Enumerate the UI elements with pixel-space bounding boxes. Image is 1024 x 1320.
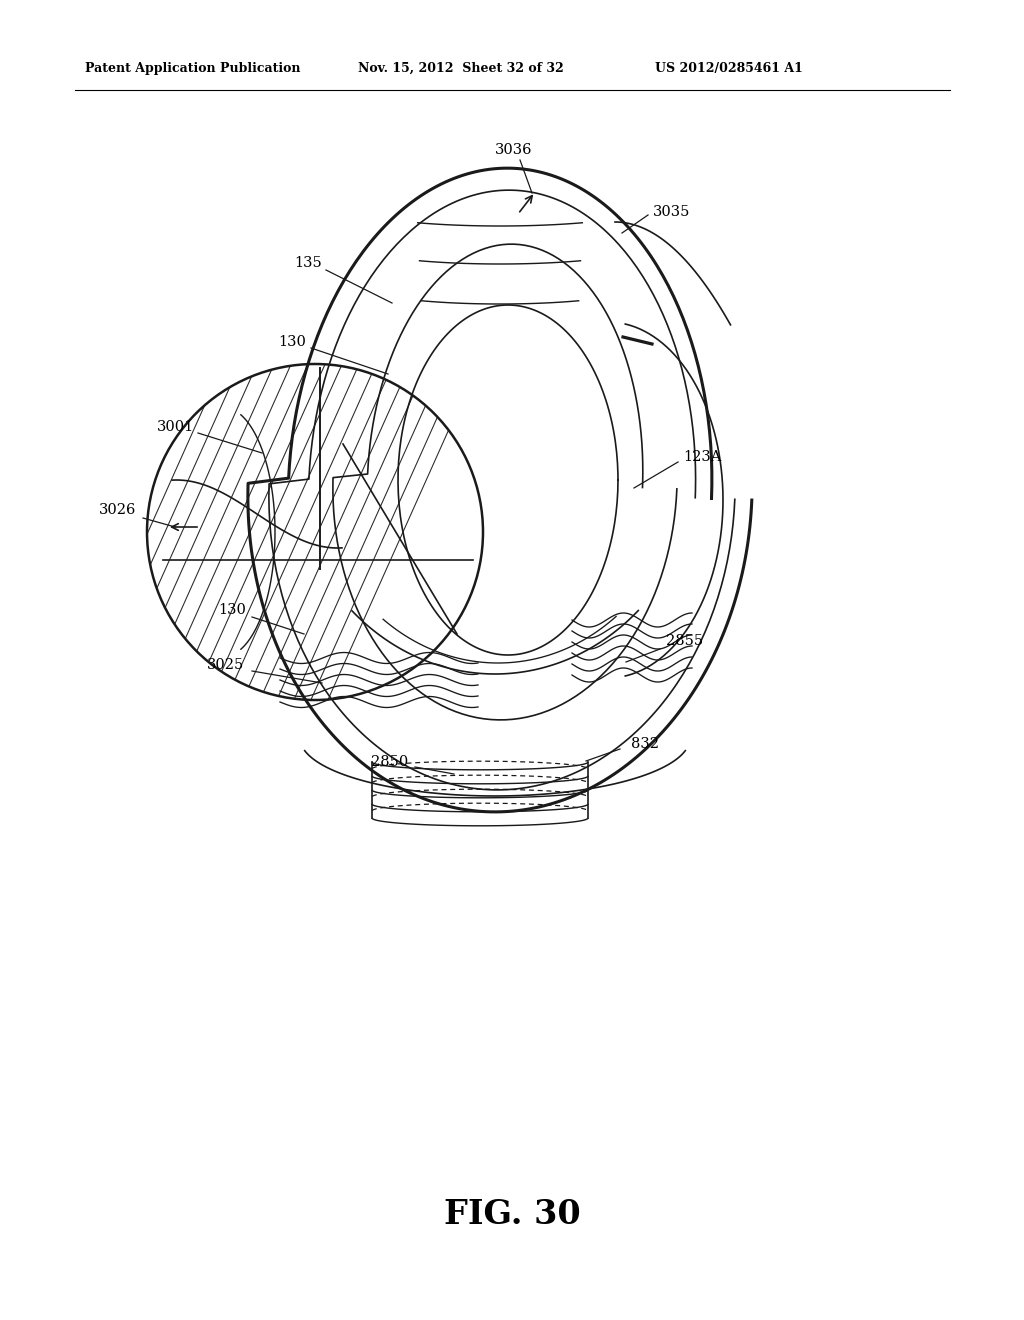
Text: 2855: 2855 [667, 634, 703, 648]
Text: 3035: 3035 [653, 205, 690, 219]
Text: US 2012/0285461 A1: US 2012/0285461 A1 [655, 62, 803, 75]
Text: Patent Application Publication: Patent Application Publication [85, 62, 300, 75]
Text: 3036: 3036 [496, 143, 532, 157]
Text: 3001: 3001 [157, 420, 194, 434]
Text: 3026: 3026 [99, 503, 136, 517]
Text: FIG. 30: FIG. 30 [443, 1199, 581, 1232]
Text: 832: 832 [631, 737, 659, 751]
Text: Nov. 15, 2012  Sheet 32 of 32: Nov. 15, 2012 Sheet 32 of 32 [358, 62, 564, 75]
Text: 130: 130 [279, 335, 306, 348]
Text: 135: 135 [294, 256, 322, 271]
Text: 130: 130 [218, 603, 246, 616]
Text: 2850: 2850 [372, 755, 409, 770]
Text: 123A: 123A [683, 450, 721, 465]
Text: 3025: 3025 [208, 657, 245, 672]
